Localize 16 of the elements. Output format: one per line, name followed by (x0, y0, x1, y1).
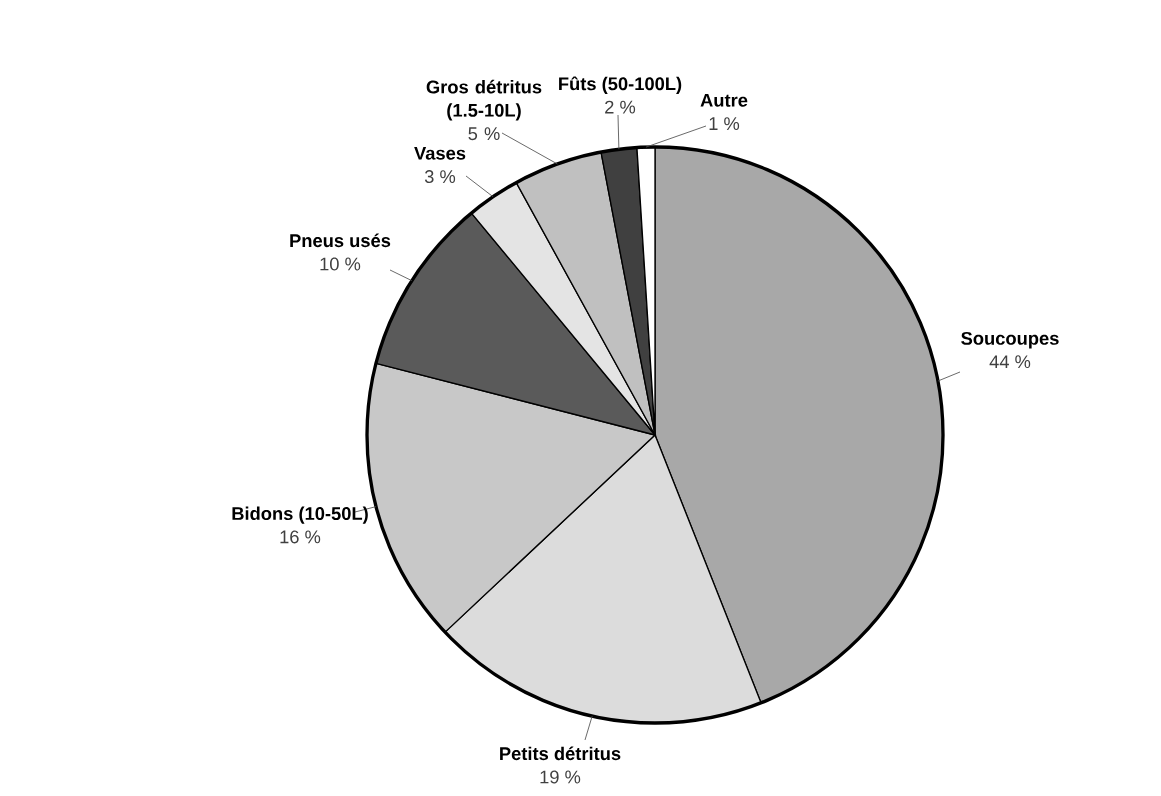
slice-label: Vases (414, 146, 466, 160)
slice-label: Petits détritus (500, 746, 621, 761)
data-label: 3 % (424, 170, 456, 184)
slice-label: Pneus usés (290, 233, 391, 248)
slice-label: Fûts (50-100L) (559, 76, 682, 94)
data-label: 44 % (989, 355, 1031, 369)
slice-label: Autre (700, 93, 748, 107)
slice-label: Soucoupes (961, 331, 1059, 349)
data-label: 1 % (709, 117, 740, 131)
slice-label: Gros détritus (1.5-10L) (426, 79, 542, 121)
data-label: 2 % (605, 100, 636, 114)
slice-label: Bidons (10-50L) (232, 506, 368, 524)
data-label: 19 % (540, 770, 581, 784)
data-label: 16 % (280, 530, 321, 544)
data-label: 10 % (320, 257, 361, 271)
data-label: 5 % (468, 127, 500, 141)
